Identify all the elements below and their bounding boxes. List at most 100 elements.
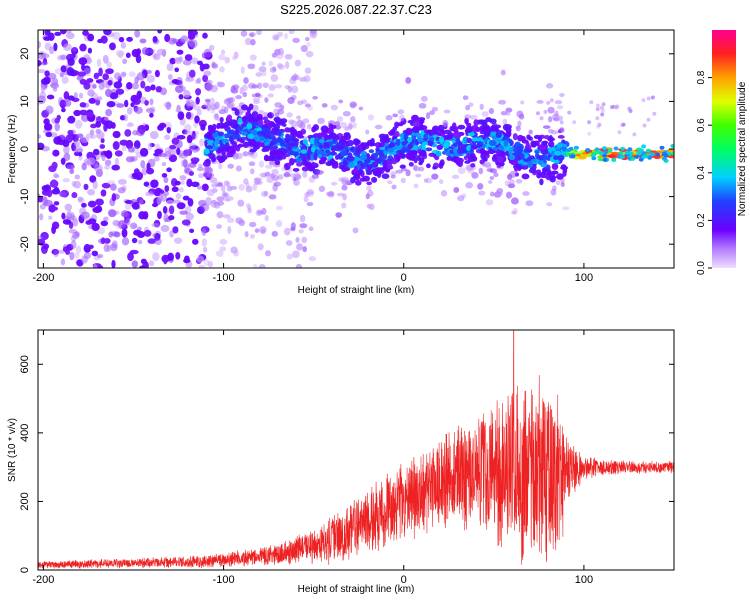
spectrogram-cell-1485 [219,116,224,123]
spectrogram-cell-568 [74,140,80,147]
spectrogram-cell-782 [206,79,213,85]
spectrogram-cell-814 [250,233,255,239]
spectrogram-cell-2246 [536,172,542,179]
spectrogram-cell-2244 [348,122,353,130]
spectrogram-cell-2237 [554,150,562,156]
spectrogram-cell-2417 [400,177,406,184]
spectrogram-cell-1824 [366,185,372,192]
spectrogram-cell-258 [166,126,171,134]
spectrogram-cell-347 [157,124,165,131]
spectrogram-cell-2020 [257,180,263,185]
spectrogram-cell-1789 [451,174,460,179]
spectrogram-cell-821 [274,102,282,108]
spectrogram-cell-2664 [567,110,572,115]
spectrogram-cell-2363 [496,156,504,164]
spectrogram-x-tick-label-1: -100 [213,272,235,284]
spectrogram-cell-1460 [515,178,523,184]
spectrogram-cell-2600 [650,152,656,157]
spectrogram-cell-2677 [587,131,592,136]
spectrogram-cell-2647 [559,120,564,125]
spectrogram-cell-628 [176,147,181,156]
spectrogram-cell-2283 [336,116,344,122]
spectrogram-cell-1665 [312,168,321,175]
spectrogram-cell-2362 [255,135,261,142]
spectrogram-cell-2078 [268,160,275,166]
spectrogram-cell-786 [268,194,277,200]
spectrogram-cell-435 [198,199,207,207]
spectrogram-cell-641 [95,198,104,206]
spectrogram-cell-1853 [505,107,513,113]
spectrogram-cell-1396 [206,172,215,178]
spectrogram-cell-870 [255,72,263,77]
spectrogram-cell-2011 [343,133,351,141]
spectrogram-cell-2415 [385,115,393,121]
spectrogram-cell-221 [107,208,116,218]
spectrogram-cell-2019 [425,177,433,184]
spectrogram-cell-266 [67,95,75,101]
spectrogram-cell-667 [58,96,64,106]
spectrogram-cell-1392 [289,157,295,164]
spectrogram-cell-1568 [470,163,476,168]
spectrogram-cell-2077 [312,95,318,100]
spectrogram-cell-2393 [378,142,385,148]
spectrogram-cell-1037 [338,99,344,104]
spectrogram-cell-1242 [462,95,469,101]
spectrogram-cell-489 [140,160,146,169]
spectrogram-cell-854 [216,201,225,206]
spectrogram-cell-413 [81,202,87,208]
spectrogram-cell-2354 [249,129,258,135]
colorbar-tick-label-2: 0.4 [696,165,707,179]
spectrogram-cell-2122 [405,76,412,84]
spectrogram-cell-252 [137,239,143,245]
spectrogram-cell-806 [219,66,225,73]
spectrogram-cell-558 [105,88,112,98]
spectrogram-cell-539 [98,82,105,91]
spectrogram-cell-274 [180,180,185,185]
spectrogram-cell-1583 [204,98,211,103]
spectrogram-cell-30 [201,238,208,247]
spectrogram-cell-2395 [252,97,261,102]
spectrogram-cell-1603 [431,173,439,180]
spectrogram-cell-311 [143,181,150,187]
spectrogram-cell-769 [227,163,234,169]
spectrogram-cell-2645 [597,122,602,127]
spectrogram-cell-1925 [511,210,517,215]
spectrogram-cell-575 [120,72,127,78]
spectrogram-cell-746 [305,36,310,42]
spectrogram-cell-1731 [528,168,537,174]
spectrogram-cell-107 [100,138,105,144]
spectrogram-cell-2226 [530,159,537,163]
spectrogram-cell-164 [190,57,199,64]
spectrogram-cell-2368 [226,146,235,154]
snr-panel: -200 -100 0 100 0 200 400 600 Height of straig… [7,329,675,595]
spectrogram-marks [38,30,674,268]
spectrogram-cell-2073 [526,148,533,153]
spectrogram-cell-358 [79,102,87,108]
spectrogram-cell-2232 [392,126,398,132]
spectrogram-cell-354 [99,144,106,149]
spectrogram-cell-2666 [536,111,540,116]
spectrogram-cell-2339 [555,180,561,186]
spectrogram-cell-691 [171,78,179,84]
spectrogram-cell-957 [233,250,239,257]
spectrogram-cell-206 [152,252,160,262]
spectrogram-cell-601 [53,136,63,145]
spectrogram-cell-498 [79,109,88,116]
spectrogram-cell-2431 [318,144,324,149]
spectrogram-cell-26 [196,206,205,215]
snr-y-ticks: 0 200 400 600 [19,355,674,573]
spectrogram-cell-2159 [314,169,320,176]
spectrogram-cell-227 [60,65,67,73]
spectrogram-cell-119 [198,173,204,179]
spectrogram-cell-454 [87,33,95,42]
spectrogram-cell-579 [107,79,113,86]
spectrogram-cell-331 [164,185,170,193]
spectrogram-cell-857 [267,93,274,98]
spectrogram-cell-912 [305,50,314,58]
spectrogram-cell-1230 [498,99,507,105]
spectrogram-cell-2405 [262,116,269,121]
spectrogram-cell-369 [96,131,105,140]
spectrogram-cell-529 [149,112,154,118]
spectrogram-cell-573 [121,212,130,218]
spectrogram-cell-89 [141,167,148,176]
